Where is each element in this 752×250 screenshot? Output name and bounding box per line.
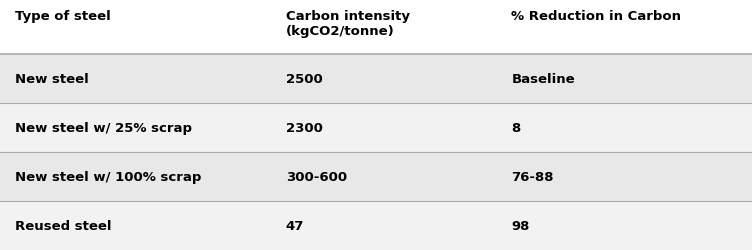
Text: New steel w/ 100% scrap: New steel w/ 100% scrap — [15, 170, 202, 183]
Text: New steel w/ 25% scrap: New steel w/ 25% scrap — [15, 122, 192, 134]
Text: Baseline: Baseline — [511, 73, 575, 86]
Text: Type of steel: Type of steel — [15, 10, 111, 23]
Text: 2500: 2500 — [286, 73, 323, 86]
Text: 47: 47 — [286, 219, 304, 232]
Text: % Reduction in Carbon: % Reduction in Carbon — [511, 10, 681, 23]
Text: New steel: New steel — [15, 73, 89, 86]
Text: 98: 98 — [511, 219, 529, 232]
Bar — [0, 0, 752, 55]
Text: Reused steel: Reused steel — [15, 219, 111, 232]
Text: Carbon intensity
(kgCO2/tonne): Carbon intensity (kgCO2/tonne) — [286, 10, 410, 38]
Bar — [0, 104, 752, 152]
Text: 76-88: 76-88 — [511, 170, 554, 183]
Text: 2300: 2300 — [286, 122, 323, 134]
Bar — [0, 201, 752, 250]
Bar — [0, 152, 752, 201]
Text: 300-600: 300-600 — [286, 170, 347, 183]
Text: 8: 8 — [511, 122, 520, 134]
Bar — [0, 55, 752, 104]
